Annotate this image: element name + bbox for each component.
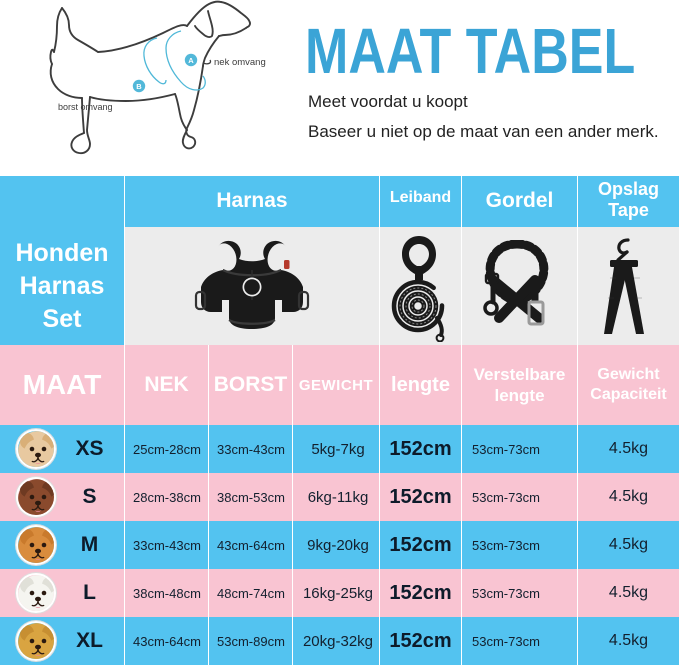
svg-text:borst omvang: borst omvang [58, 102, 113, 112]
svg-text:A: A [188, 56, 194, 65]
svg-text:nek omvang: nek omvang [214, 57, 266, 68]
svg-text:B: B [136, 82, 142, 91]
